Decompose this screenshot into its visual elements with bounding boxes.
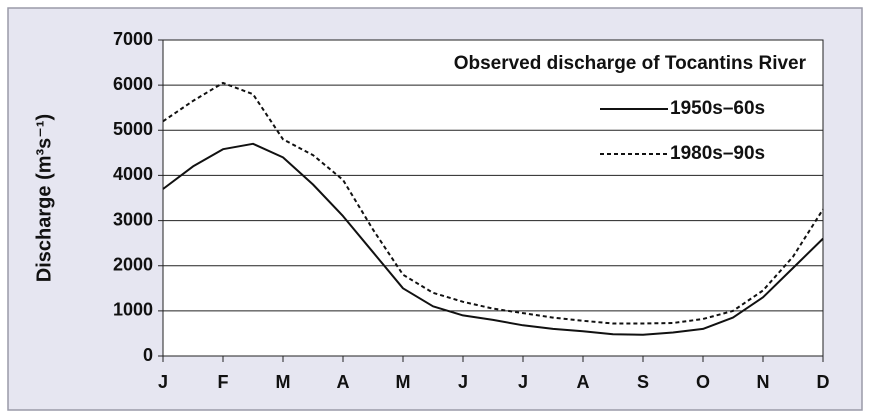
chart-title: Observed discharge of Tocantins River [454,53,807,74]
plot-area [162,39,824,357]
y-axis-label: Discharge (m³s⁻¹) [33,114,55,282]
x-tick-label: S [637,372,649,392]
x-tick-label: M [396,372,411,392]
x-tick-label: O [696,372,710,392]
x-tick-label: J [158,372,168,392]
x-tick-label: M [276,372,291,392]
x-tick-label: A [337,372,350,392]
y-tick-label: 1000 [113,300,153,320]
x-tick-label: A [577,372,590,392]
x-tick-label: N [757,372,770,392]
x-tick-label: J [458,372,468,392]
y-tick-label: 2000 [113,254,153,274]
y-tick-label: 5000 [113,119,153,139]
x-tick-label: J [518,372,528,392]
y-tick-label: 4000 [113,164,153,184]
y-tick-label: 7000 [113,29,153,49]
x-tick-label: F [218,372,229,392]
y-tick-label: 3000 [113,209,153,229]
legend-label: 1950s–60s [670,98,765,119]
data-line [162,81,824,325]
y-tick-label: 6000 [113,74,153,94]
y-tick-label: 0 [143,345,153,365]
x-tick-label: D [817,372,830,392]
legend-label: 1980s–90s [670,143,765,164]
data-line [162,142,824,336]
